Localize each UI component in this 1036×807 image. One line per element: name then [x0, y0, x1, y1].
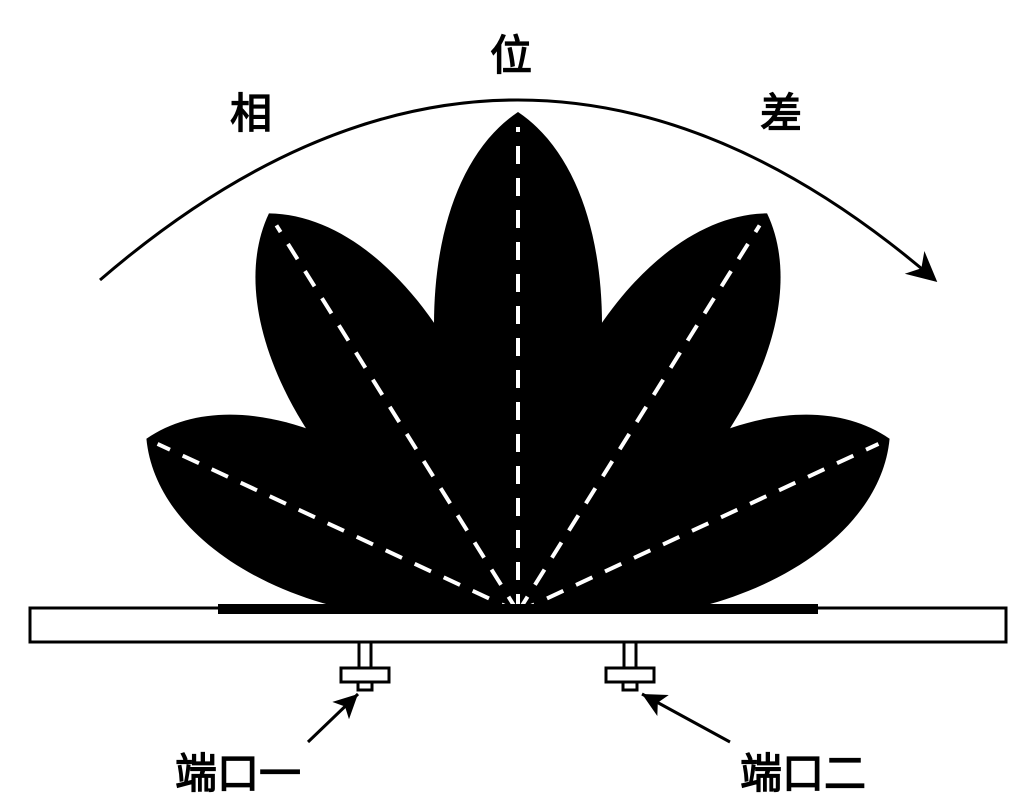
- diagram-svg: [0, 0, 1036, 807]
- substrate: [30, 604, 1006, 642]
- feed-ports: [308, 642, 730, 742]
- antenna-beam-diagram: 相 位 差 端口一 端口二: [0, 0, 1036, 807]
